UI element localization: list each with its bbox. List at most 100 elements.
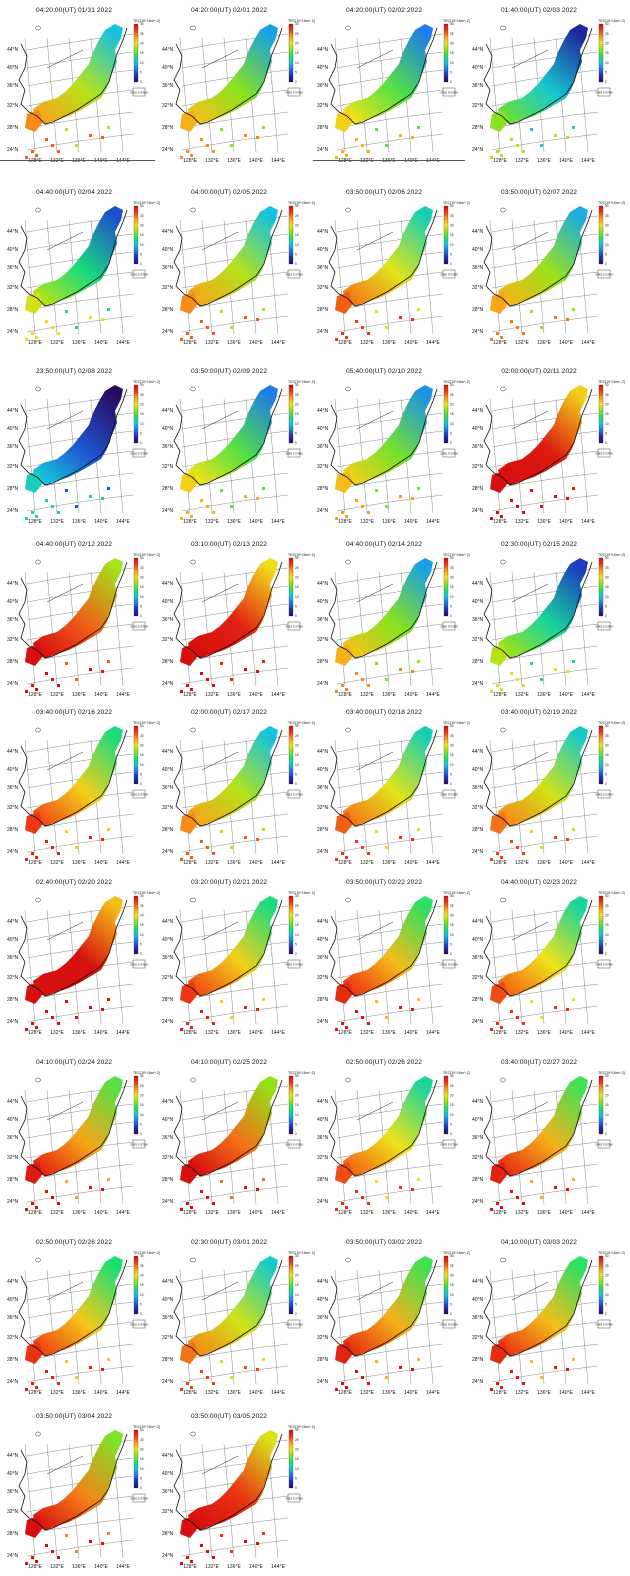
colorbar-tick-label: 5 <box>295 432 297 436</box>
tec-coverage-region <box>33 1256 123 1356</box>
island-station-marker <box>180 1208 183 1211</box>
lat-tick-label: 44°N <box>162 749 174 755</box>
lat-tick-label: 32°N <box>472 1155 484 1161</box>
latitude-line <box>181 667 289 685</box>
lon-tick-label: 128°E <box>28 519 42 525</box>
island-station-marker <box>361 326 364 329</box>
colorbar-tick-label: 0 <box>605 614 607 618</box>
lat-tick-label: 32°N <box>472 103 484 109</box>
latitude-line <box>491 667 599 685</box>
island-station-marker <box>262 1178 265 1181</box>
lon-tick-label: 128°E <box>493 519 507 525</box>
colorbar-tick-label: 15 <box>295 412 299 416</box>
lon-tick-label: 128°E <box>28 340 42 346</box>
island-outline <box>345 1077 351 1083</box>
lon-tick-label: 128°E <box>338 860 352 866</box>
colorbar-tick-label: 10 <box>605 1293 609 1297</box>
colorbar-unit-label: TEC[10^16m^-2] <box>443 553 470 557</box>
lat-tick-label: 36°N <box>162 444 174 450</box>
lon-tick-label: 144°E <box>271 158 285 164</box>
lon-tick-label: 132°E <box>50 1030 64 1036</box>
tec-map-panel: 02:50:00(UT) 02/28 2022 44°N 40°N 36°N 32°N 2… <box>5 1236 160 1402</box>
island-station-marker <box>75 1016 78 1019</box>
lat-tick-label: 44°N <box>7 229 19 235</box>
colorbar <box>133 23 139 83</box>
island-station-marker <box>65 662 68 665</box>
lat-tick-label: 28°N <box>7 486 19 492</box>
lon-tick-label: 132°E <box>360 519 374 525</box>
colorbar-tick-label: 15 <box>295 753 299 757</box>
island-station-marker <box>220 662 223 665</box>
longitude-line <box>201 219 213 335</box>
gres-legend-label: GRES SYSTEM <box>440 1144 457 1147</box>
island-station-marker <box>190 1026 193 1029</box>
lon-tick-label: 140°E <box>249 340 263 346</box>
lat-tick-label: 28°N <box>317 1357 329 1363</box>
latitude-line <box>26 1085 134 1103</box>
island-station-marker <box>411 318 414 321</box>
lon-tick-label: 136°E <box>537 1390 551 1396</box>
latitude-line <box>491 1283 599 1301</box>
colorbar-tick-label: 30 <box>450 556 454 560</box>
colorbar-tick-label: 25 <box>140 32 144 36</box>
tec-map-panel: 04:40:00(UT) 02/14 2022 44°N 40°N 36°N 32°N 2… <box>315 538 470 704</box>
gres-legend-box <box>597 1139 611 1149</box>
island-station-marker <box>25 858 28 861</box>
colorbar-tick-label: 5 <box>450 605 452 609</box>
lat-tick-label: 44°N <box>317 1279 329 1285</box>
island-station-marker <box>262 308 265 311</box>
island-station-marker <box>180 690 183 693</box>
island-station-marker <box>522 1202 525 1205</box>
colorbar-unit-label: TEC[10^16m^-2] <box>288 1071 315 1075</box>
colorbar-tick-label: 0 <box>140 262 142 266</box>
island-station-marker <box>230 846 233 849</box>
island-station-marker <box>75 678 78 681</box>
gres-legend-box <box>287 1493 301 1503</box>
coastline-inner <box>201 751 239 771</box>
coastline-inner <box>201 49 239 69</box>
lon-tick-label: 136°E <box>382 519 396 525</box>
island-station-marker <box>530 830 533 833</box>
lat-tick-label: 40°N <box>162 1117 174 1123</box>
tec-map-panel: 03:50:00(UT) 02/07 2022 44°N 40°N 36°N 32°N 2… <box>470 186 625 352</box>
lon-tick-label: 128°E <box>338 1210 352 1216</box>
colorbar-tick-label: 25 <box>295 1264 299 1268</box>
gres-legend-label: GRES SYSTEM <box>285 92 302 95</box>
island-station-marker <box>411 1368 414 1371</box>
tec-coverage-region-south <box>180 471 198 493</box>
lat-tick-label: 28°N <box>7 659 19 665</box>
island-station-marker <box>89 1366 92 1369</box>
island-station-marker <box>57 1022 60 1025</box>
colorbar-tick-label: 20 <box>605 1274 609 1278</box>
latitude-line <box>181 1539 289 1557</box>
island-station-marker <box>244 1540 247 1543</box>
lon-tick-label: 132°E <box>50 860 64 866</box>
lon-tick-label: 128°E <box>183 158 197 164</box>
island-station-marker <box>411 497 414 500</box>
island-station-marker <box>101 497 104 500</box>
colorbar-tick-label: 0 <box>140 782 142 786</box>
colorbar-tick-label: 10 <box>295 1113 299 1117</box>
colorbar-tick-label: 30 <box>450 383 454 387</box>
island-outline <box>35 897 41 903</box>
colorbar-unit-label: TEC[10^16m^-2] <box>598 891 625 895</box>
island-outline <box>35 1257 41 1263</box>
lat-tick-label: 28°N <box>162 307 174 313</box>
colorbar-tick-label: 0 <box>605 1132 607 1136</box>
island-station-marker <box>566 1008 569 1011</box>
lon-tick-label: 128°E <box>183 1030 197 1036</box>
gres-legend-box <box>132 1319 146 1329</box>
lon-tick-label: 144°E <box>271 860 285 866</box>
lon-tick-label: 140°E <box>559 1390 573 1396</box>
latitude-line <box>26 394 134 412</box>
island-station-marker <box>244 1006 247 1009</box>
island-outline <box>345 386 351 392</box>
island-station-marker <box>75 846 78 849</box>
lat-tick-label: 32°N <box>317 103 329 109</box>
island-outline <box>190 207 196 213</box>
colorbar-tick-label: 5 <box>140 943 142 947</box>
island-station-marker <box>516 326 519 329</box>
tec-map-panel: 02:30:00(UT) 02/15 2022 44°N 40°N 36°N 32°N 2… <box>470 538 625 704</box>
panel-title: 02:00:00(UT) 02/17 2022 <box>191 709 267 716</box>
